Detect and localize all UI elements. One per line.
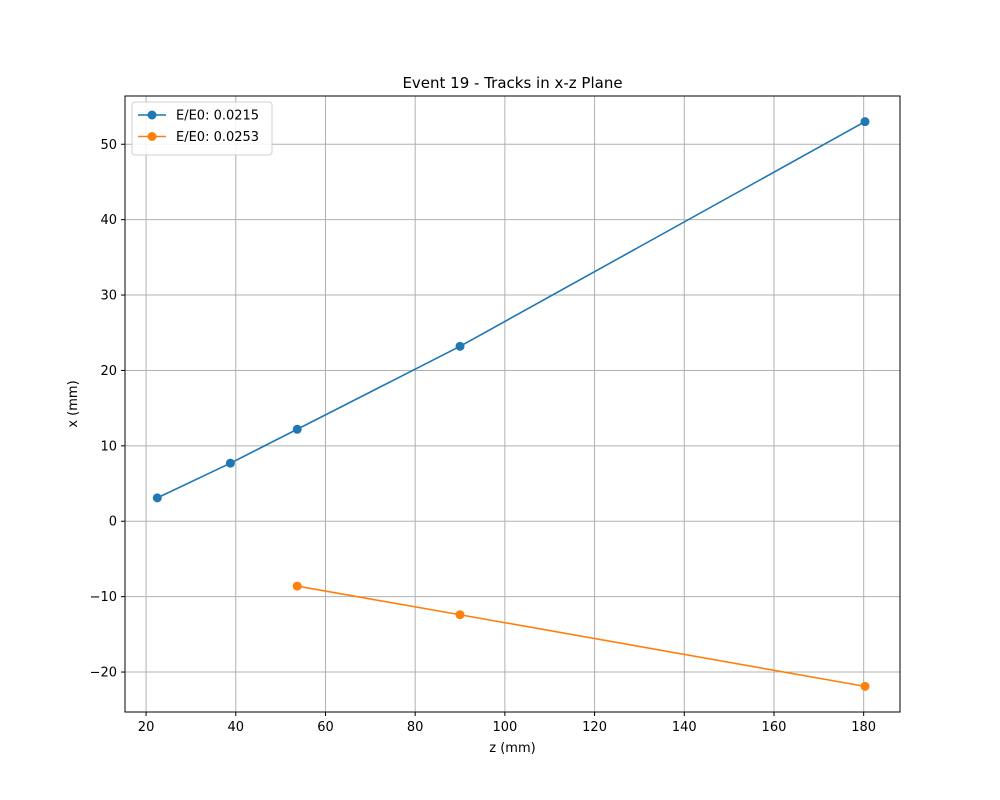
legend-entry: E/E0: 0.0215: [138, 109, 259, 124]
chart-title: Event 19 - Tracks in x-z Plane: [402, 74, 622, 92]
x-tick-label: 100: [492, 720, 517, 735]
data-point: [292, 424, 302, 434]
data-point: [455, 341, 465, 351]
x-tick-label: 160: [762, 720, 787, 735]
plot-frame: [124, 95, 901, 713]
y-tick-label: 0: [109, 515, 117, 530]
x-tick-label: 80: [407, 720, 424, 735]
legend-label: E/E0: 0.0215: [176, 109, 259, 124]
y-tick-label: 40: [100, 213, 117, 228]
legend: E/E0: 0.0215 E/E0: 0.0253: [131, 101, 273, 156]
x-tick-label: 40: [228, 720, 245, 735]
y-tick-label: 30: [100, 289, 117, 304]
x-tick-label: 20: [138, 720, 155, 735]
y-tick-label: 20: [100, 364, 117, 379]
data-point: [860, 117, 870, 127]
y-axis: −20 −10 0 10 20 30 40 50: [90, 138, 125, 681]
series-line: [156, 120, 866, 499]
y-tick-label: −10: [90, 590, 117, 605]
legend-label: E/E0: 0.0253: [176, 130, 259, 145]
series-layer: [152, 117, 870, 691]
data-point: [455, 610, 465, 620]
y-tick-label: 50: [100, 138, 117, 153]
series-2: [292, 581, 870, 691]
x-tick-label: 180: [851, 720, 876, 735]
legend-marker: [147, 110, 157, 120]
data-point: [860, 681, 870, 691]
y-tick-label: −20: [90, 666, 117, 681]
x-tick-label: 140: [672, 720, 697, 735]
legend-entry: E/E0: 0.0253: [138, 130, 259, 145]
data-point: [292, 581, 302, 591]
x-axis: 20 40 60 80 100 120 140 160 180: [138, 712, 876, 735]
series-line: [297, 585, 866, 688]
x-axis-label: z (mm): [489, 741, 535, 756]
grid: [125, 96, 900, 712]
data-point: [152, 493, 162, 503]
legend-marker: [147, 132, 157, 141]
legend-box: [131, 101, 273, 156]
series-1: [152, 117, 870, 503]
y-tick-label: 10: [100, 439, 117, 454]
x-tick-label: 60: [317, 720, 334, 735]
y-axis-label: x (mm): [66, 380, 81, 427]
data-point: [225, 458, 235, 468]
x-tick-label: 120: [582, 720, 607, 735]
